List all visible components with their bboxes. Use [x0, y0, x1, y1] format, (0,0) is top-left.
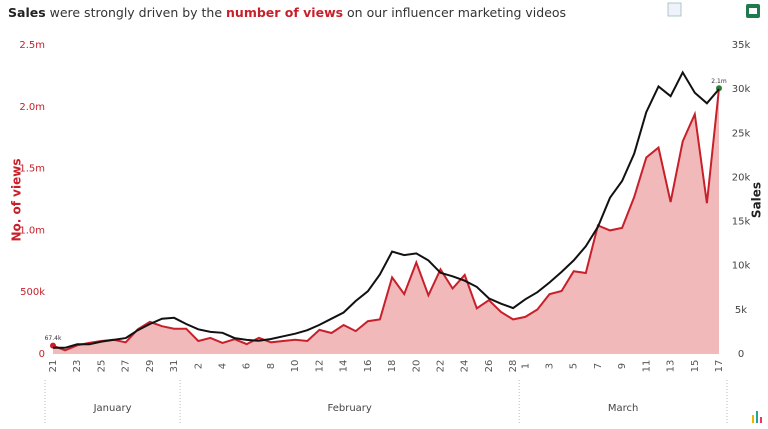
x-tick-label: 4 [218, 363, 229, 369]
x-tick-label: 6 [242, 363, 253, 369]
title-part: number of views [226, 5, 344, 20]
y-tick-label: 500k [20, 287, 45, 298]
x-tick-label: 8 [266, 363, 277, 369]
data-label: 2.1m [711, 78, 727, 85]
y-tick-label: 1.5m [19, 164, 45, 175]
bars-icon [752, 415, 754, 423]
x-tick-label: 24 [460, 360, 471, 373]
x-tick-label: 27 [121, 360, 132, 373]
y2-axis-title: Sales [750, 182, 764, 218]
group-label: March [608, 403, 638, 414]
x-tick-label: 11 [641, 360, 652, 373]
x-tick-label: 28 [508, 360, 519, 373]
x-tick-label: 12 [314, 360, 325, 373]
y-tick-label: 2.5m [19, 40, 45, 51]
x-tick-label: 20 [411, 360, 422, 373]
area [53, 88, 719, 355]
x-tick-label: 2 [193, 363, 204, 369]
y-tick-label: 2.0m [19, 102, 45, 113]
y2-tick-label: 20k [732, 172, 751, 183]
y-axis-title: No. of views [10, 159, 24, 242]
x-tick-label: 9 [617, 363, 628, 369]
y2-tick-label: 30k [732, 84, 751, 95]
bars-icon [756, 411, 758, 423]
line [53, 70, 720, 349]
y-tick-label: 1.0m [19, 225, 45, 236]
x-tick-label: 21 [48, 360, 59, 373]
x-tick-label: 29 [145, 360, 156, 373]
hierarchy-icon[interactable] [667, 2, 682, 17]
x-tick-label: 31 [169, 360, 180, 373]
x-tick-label: 1 [520, 363, 531, 369]
x-tick-label: 14 [339, 360, 350, 373]
y-tick-label: 0 [39, 349, 45, 360]
group-label: February [328, 403, 372, 414]
x-tick-label: 16 [363, 360, 374, 373]
line [52, 88, 720, 352]
bars-icon [760, 417, 762, 423]
y2-tick-label: 5k [735, 305, 747, 316]
x-tick-label: 22 [435, 360, 446, 373]
y2-tick-label: 25k [732, 128, 751, 139]
x-tick-label: 5 [569, 363, 580, 369]
x-tick-label: 18 [387, 360, 398, 373]
title-part: Sales [8, 5, 46, 20]
data-label: 67.4k [45, 335, 62, 342]
y2-tick-label: 10k [732, 261, 751, 272]
chart-title: Sales were strongly driven by the number… [8, 5, 566, 20]
y2-tick-label: 15k [732, 217, 751, 228]
excel-icon-glyph [749, 8, 757, 14]
x-tick-label: 23 [72, 360, 83, 373]
x-tick-label: 25 [96, 360, 107, 373]
toolbar-icons [667, 2, 762, 423]
x-tick-label: 3 [544, 363, 555, 369]
y2-tick-label: 35k [732, 40, 751, 51]
x-tick-label: 13 [666, 360, 677, 373]
x-tick-label: 7 [593, 363, 604, 369]
title-part: were strongly driven by the [45, 5, 227, 20]
x-tick-label: 26 [484, 360, 495, 373]
title-part: on our influencer marketing videos [343, 5, 567, 20]
group-label: January [93, 403, 132, 414]
x-tick-label: 15 [690, 360, 701, 373]
y2-tick-label: 0 [738, 349, 744, 360]
x-tick-label: 17 [714, 360, 725, 373]
x-tick-label: 10 [290, 360, 301, 373]
